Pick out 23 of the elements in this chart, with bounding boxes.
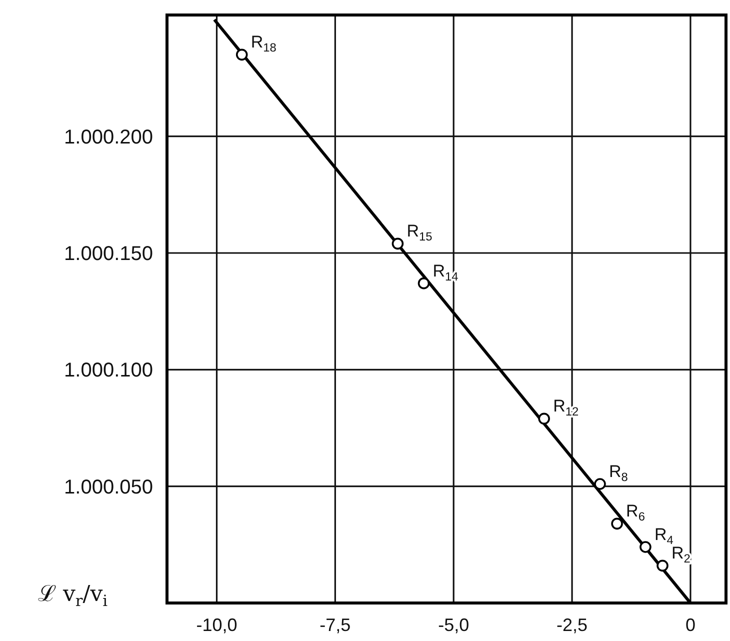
point (656, 560, 668, 572)
point (236, 48, 248, 61)
x-tick-label: 0 (685, 615, 696, 635)
point (392, 238, 404, 250)
x-tick-label: -10,0 (196, 615, 238, 635)
point (611, 518, 623, 530)
y-tick-label: 1.000.150 (64, 243, 153, 265)
x-tick-label: -5,0 (438, 615, 470, 635)
annotation: R$_{15}$ (406, 222, 433, 244)
y-tick-label: 1.000.200 (64, 126, 153, 148)
annotation: R$_{4}$ (654, 525, 674, 547)
x-tick-label: -7,5 (320, 615, 351, 635)
y-tick-label: 1.000.100 (64, 360, 153, 382)
point (640, 541, 652, 553)
y-axis-title: ℒ v$_{r}$/v$_{i}$ (38, 582, 108, 610)
x-tick-label: -2,5 (556, 615, 588, 635)
annotation: R$_{18}$ (250, 32, 277, 54)
point (538, 412, 550, 425)
y-tick-label: 1.000.050 (64, 476, 153, 498)
annotation: R$_{8}$ (608, 462, 628, 484)
point (418, 277, 430, 290)
annotation: R$_{6}$ (626, 502, 646, 524)
point (594, 478, 606, 490)
